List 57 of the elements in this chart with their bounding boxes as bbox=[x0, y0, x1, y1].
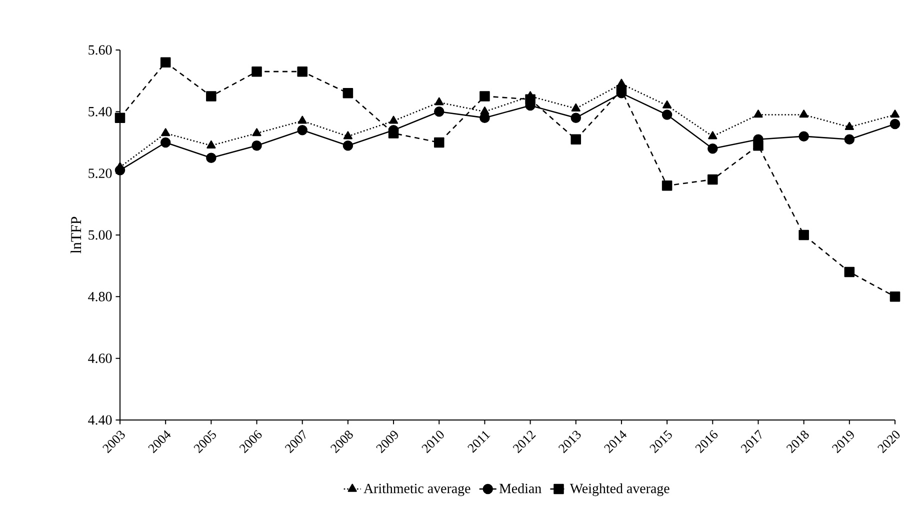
point bbox=[389, 116, 398, 124]
point bbox=[480, 91, 490, 102]
point bbox=[844, 122, 854, 130]
point bbox=[662, 100, 672, 108]
y-tick-label: 5.20 bbox=[88, 168, 112, 178]
y-tick-label: 4.40 bbox=[88, 415, 112, 425]
point bbox=[298, 116, 307, 124]
point bbox=[570, 134, 582, 145]
point bbox=[890, 292, 900, 302]
point bbox=[753, 140, 764, 151]
point bbox=[434, 97, 444, 106]
point bbox=[890, 118, 900, 130]
point bbox=[890, 110, 900, 118]
point bbox=[388, 128, 399, 138]
y-tick-label: 4.80 bbox=[88, 292, 112, 302]
point bbox=[297, 66, 308, 77]
point bbox=[114, 112, 126, 123]
x-tick-label: 2011 bbox=[468, 431, 490, 453]
point bbox=[434, 137, 444, 148]
point bbox=[662, 180, 672, 191]
point bbox=[798, 230, 809, 240]
y-tick-label: 5.00 bbox=[88, 230, 112, 240]
point bbox=[662, 110, 672, 120]
point bbox=[708, 144, 718, 154]
point bbox=[571, 103, 580, 112]
point bbox=[206, 152, 216, 164]
point bbox=[844, 266, 855, 278]
point bbox=[114, 165, 126, 176]
point bbox=[616, 84, 627, 96]
point bbox=[525, 94, 536, 104]
point bbox=[754, 110, 763, 118]
point bbox=[708, 174, 718, 185]
point bbox=[252, 128, 262, 136]
point bbox=[708, 131, 718, 140]
y-tick-label: 4.60 bbox=[88, 354, 112, 364]
point bbox=[206, 91, 216, 102]
point bbox=[798, 131, 809, 142]
point bbox=[252, 140, 262, 151]
point bbox=[342, 88, 354, 98]
point bbox=[160, 137, 171, 148]
point bbox=[206, 140, 216, 148]
point bbox=[297, 125, 308, 136]
point bbox=[343, 131, 352, 140]
y-axis-title: lnTFP bbox=[70, 216, 81, 254]
point bbox=[799, 110, 808, 118]
point bbox=[570, 112, 582, 123]
point bbox=[160, 57, 171, 68]
legend-label: Median bbox=[499, 483, 542, 494]
point bbox=[844, 134, 855, 145]
point bbox=[342, 140, 354, 151]
y-tick-label: 5.60 bbox=[88, 45, 112, 55]
legend-label: Weighted average bbox=[570, 483, 670, 496]
point bbox=[434, 106, 444, 117]
point bbox=[252, 66, 262, 77]
point bbox=[161, 128, 170, 136]
y-tick-label: 5.40 bbox=[88, 106, 112, 116]
legend-label: Arithmetic average bbox=[364, 483, 470, 496]
